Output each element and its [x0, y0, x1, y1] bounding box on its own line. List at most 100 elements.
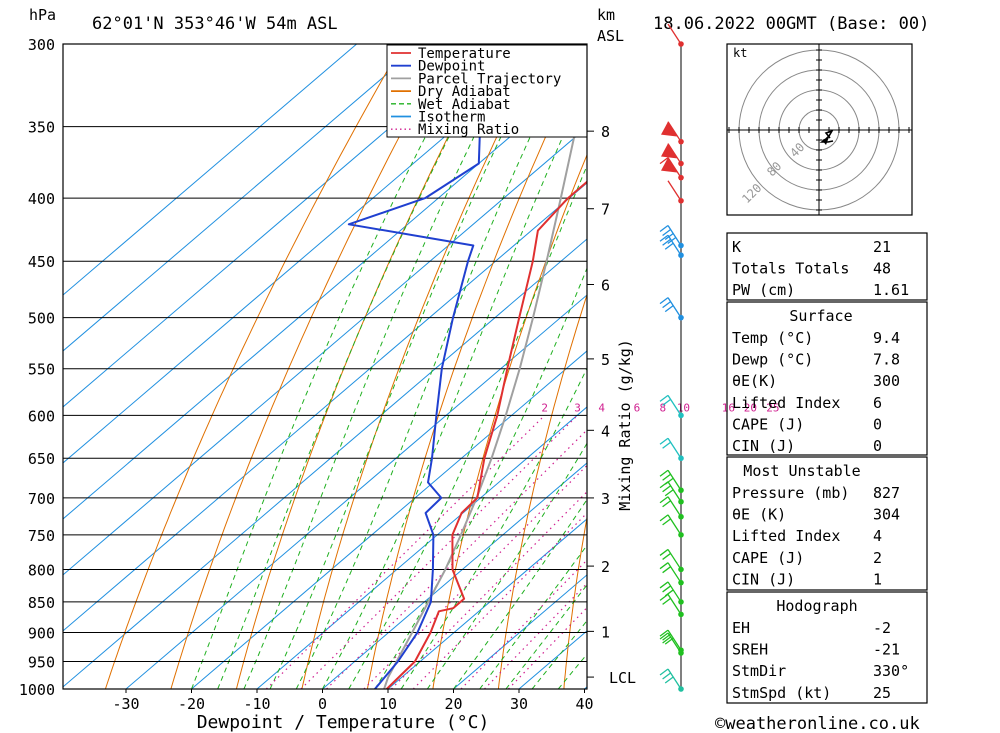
isotherm-line — [63, 44, 357, 296]
wind-barb-feather — [664, 242, 674, 250]
height-tick-label: 6 — [601, 277, 610, 295]
wind-barb-staff — [667, 437, 682, 459]
table-row-label: PW (cm) — [732, 281, 795, 299]
table-row-value: 9.4 — [873, 329, 900, 347]
isotherm-line — [387, 518, 587, 689]
wind-barb-dot — [678, 579, 684, 586]
dry-adiabat-line — [170, 44, 450, 689]
indices-frame — [726, 232, 928, 301]
dry-adiabat-line — [497, 293, 587, 689]
wind-barb-staff — [667, 180, 682, 202]
wind-barb-feather — [662, 398, 671, 406]
wind-barb-dot — [678, 197, 684, 204]
wind-barb-pennant — [661, 143, 678, 159]
wind-barb-feather — [662, 552, 671, 560]
isotherm-line — [63, 238, 587, 688]
height-unit-asl: ASL — [597, 27, 624, 45]
wind-barb-staff — [667, 481, 682, 503]
wind-barb-dot — [678, 41, 684, 47]
wet-adiabat-line — [531, 619, 587, 689]
wind-barb-dot — [678, 138, 684, 145]
pressure-tick-label: 800 — [28, 561, 55, 579]
dry-adiabat-line — [563, 515, 587, 689]
height-tick-label: 1 — [601, 623, 610, 641]
pressure-tick-label: 500 — [28, 310, 55, 328]
station-location: 62°01'N 353°46'W 54m ASL — [92, 14, 338, 34]
wind-barb-dot — [678, 686, 684, 692]
wind-barb-staff — [667, 514, 682, 536]
surface-table: Surface Temp (°C) 9.4 Dewp (°C) 7.8 θE(K) 300… — [726, 301, 928, 456]
table-row-label: StmDir — [732, 662, 786, 680]
table-row-value: 4 — [873, 527, 882, 545]
wet-adiabat-line — [453, 498, 587, 689]
temperature-axis: -30 -20 -10 0 10 20 30 40 — [112, 689, 594, 713]
dry-adiabat-line — [104, 44, 403, 689]
wet-adiabat-line — [348, 164, 587, 689]
date-label: 18.06.2022 00GMT (Base: 00) — [653, 14, 929, 34]
most-unstable-frame — [726, 456, 928, 591]
legend-frame — [386, 44, 588, 138]
hodograph-table-title: Hodograph — [776, 597, 857, 615]
wet-adiabat-line — [243, 44, 521, 689]
mixing-ratio-label: 8 — [660, 401, 667, 414]
wind-barb-staff — [667, 297, 682, 319]
mixing-ratio-axis-title: Mixing Ratio (g/kg) — [616, 339, 634, 511]
wind-barb-staff — [667, 23, 682, 45]
temperature-tick-label: 30 — [510, 695, 528, 713]
hodograph-table: Hodograph EH -2 SREH -21 StmDir 330° StmSpd (k… — [726, 591, 928, 704]
dry-adiabat-line — [946, 44, 1000, 689]
wind-barb-feather — [659, 394, 669, 402]
temperature-tick-label: -20 — [178, 695, 205, 713]
wet-adiabat-line — [479, 544, 587, 689]
mixing-ratio-labels: 2 3 4 6 8 10 16 20 25 — [541, 401, 779, 414]
wind-barb-feather — [664, 676, 674, 684]
wind-barb-feather — [662, 441, 671, 449]
wind-barb-dot — [678, 498, 684, 505]
wind-barb-staff — [667, 496, 682, 518]
pressure-tick-label: 300 — [28, 36, 55, 54]
table-row-value: 7.8 — [873, 351, 900, 369]
wind-barb-staff — [667, 594, 682, 615]
wind-barb-feather — [659, 224, 669, 233]
table-row-value: 25 — [873, 684, 891, 702]
dry-adiabat-line — [235, 44, 496, 689]
pressure-tick-label: 850 — [28, 594, 55, 612]
wind-barb-staff — [667, 469, 682, 491]
table-row-label: K — [732, 238, 741, 256]
mixing-ratio-line — [265, 414, 546, 689]
wind-barb-feather — [662, 597, 671, 605]
legend-label: Parcel Trajectory — [418, 71, 561, 87]
table-row-label: Pressure (mb) — [732, 484, 849, 502]
mixing-ratio-lines — [265, 414, 587, 689]
mixing-ratio-label: 6 — [634, 401, 641, 414]
wind-barb-feather — [659, 469, 669, 477]
mixing-ratio-label: 2 — [541, 401, 548, 414]
legend-label: Wet Adiabat — [418, 97, 511, 113]
height-tick-label: 5 — [601, 351, 610, 369]
pressure-tick-label: 350 — [28, 119, 55, 137]
wind-barb-staff — [667, 549, 682, 570]
pressure-tick-label: 700 — [28, 490, 55, 508]
isotherm-line — [63, 126, 587, 576]
temperature-tick-label: 10 — [379, 695, 397, 713]
wind-barb-feather — [659, 668, 669, 676]
hodograph: 40 80 120 kt — [726, 43, 913, 216]
height-unit-label: km — [597, 6, 615, 24]
wind-barb-dot — [678, 252, 684, 259]
wind-barb-feather — [662, 518, 671, 526]
table-row-label: Lifted Index — [732, 527, 840, 545]
x-axis-title: Dewpoint / Temperature (°C) — [197, 712, 490, 733]
table-row-value: 6 — [873, 394, 882, 412]
wind-barb-dot — [678, 513, 684, 520]
wind-barb-feather — [659, 562, 669, 570]
mixing-ratio-label: 4 — [598, 401, 605, 414]
parcel-trajectory-line — [383, 88, 587, 689]
table-row-value: 48 — [873, 260, 891, 278]
wind-barb-feather — [659, 234, 669, 242]
wind-barb-pennant — [661, 157, 678, 173]
storm-motion-marker — [822, 137, 829, 145]
indices-table: K 21 Totals Totals 48 PW (cm) 1.61 — [726, 232, 928, 301]
height-tick-label: 4 — [601, 422, 610, 440]
wind-barb-dot — [678, 174, 684, 181]
wind-barb-feather — [662, 566, 671, 574]
